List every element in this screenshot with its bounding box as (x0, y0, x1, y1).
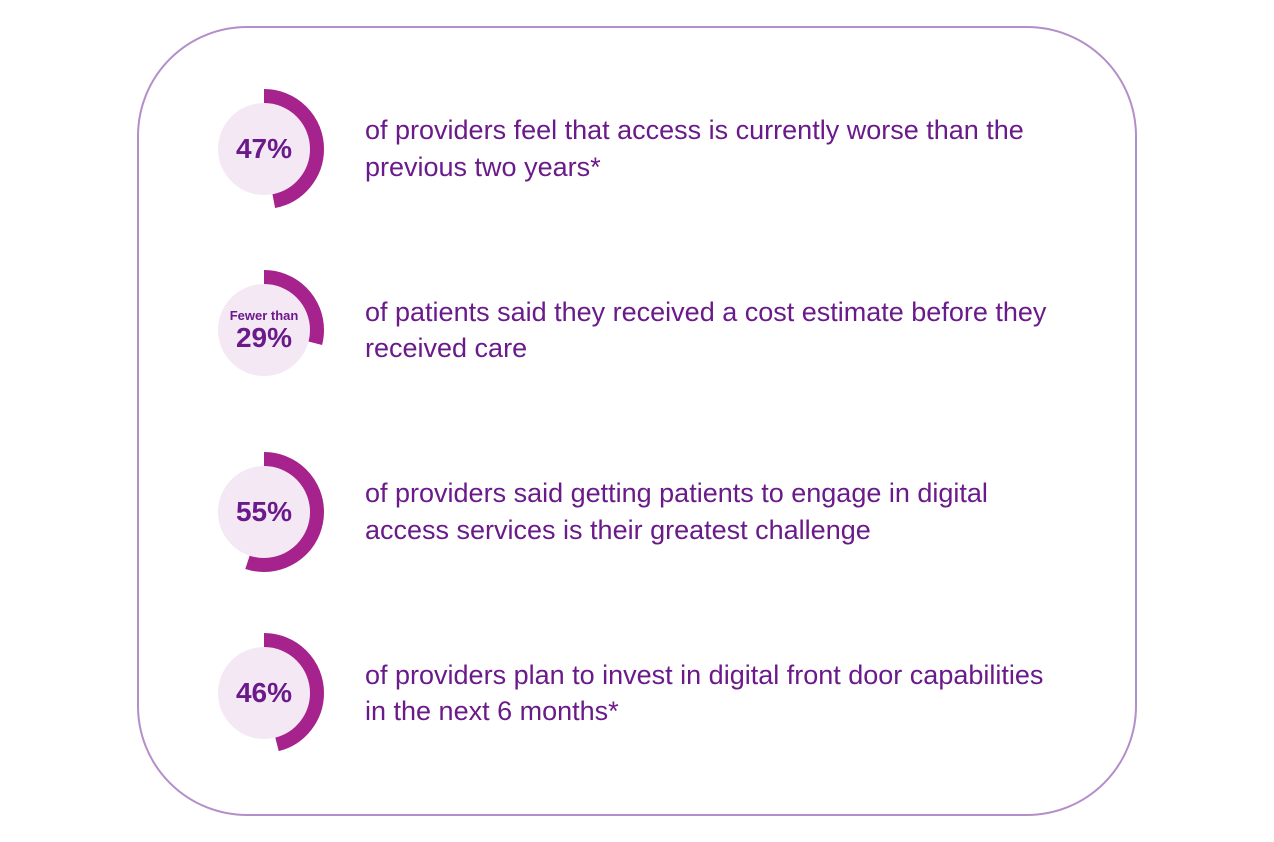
donut-center: 47% (199, 84, 329, 214)
stat-description: of providers plan to invest in digital f… (365, 657, 1055, 730)
donut-center: Fewer than 29% (199, 265, 329, 395)
donut-value: 55% (236, 498, 292, 526)
stat-row: Fewer than 29% of patients said they rec… (199, 265, 1055, 395)
donut-center: 46% (199, 628, 329, 758)
donut-prefix: Fewer than (230, 309, 299, 322)
donut-center: 55% (199, 447, 329, 577)
stat-row: 55% of providers said getting patients t… (199, 447, 1055, 577)
stat-description: of patients said they received a cost es… (365, 294, 1055, 367)
infographic-frame: 47% of providers feel that access is cur… (137, 26, 1137, 816)
stat-row: 46% of providers plan to invest in digit… (199, 628, 1055, 758)
stat-description: of providers feel that access is current… (365, 112, 1055, 185)
donut-value: 47% (236, 135, 292, 163)
donut-chart-3: 46% (199, 628, 329, 758)
donut-chart-1: Fewer than 29% (199, 265, 329, 395)
donut-value: 29% (236, 324, 292, 352)
donut-chart-2: 55% (199, 447, 329, 577)
stat-row: 47% of providers feel that access is cur… (199, 84, 1055, 214)
donut-value: 46% (236, 679, 292, 707)
stat-description: of providers said getting patients to en… (365, 475, 1055, 548)
donut-chart-0: 47% (199, 84, 329, 214)
